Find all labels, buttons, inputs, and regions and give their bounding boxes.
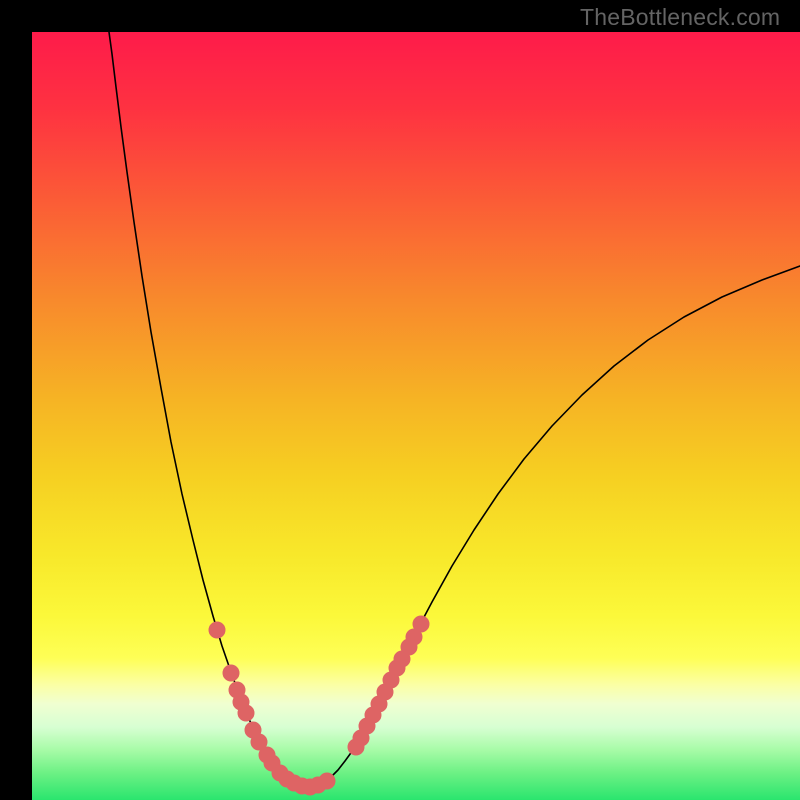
curve-markers [209, 616, 429, 795]
curve-marker [413, 616, 429, 632]
curve-marker [319, 773, 335, 789]
curve-marker [238, 705, 254, 721]
curve-marker [209, 622, 225, 638]
chart-curve-layer [32, 32, 800, 800]
chart-plot-area [32, 32, 800, 800]
watermark-text: TheBottleneck.com [580, 4, 780, 31]
bottleneck-curve [109, 32, 800, 787]
curve-marker [223, 665, 239, 681]
